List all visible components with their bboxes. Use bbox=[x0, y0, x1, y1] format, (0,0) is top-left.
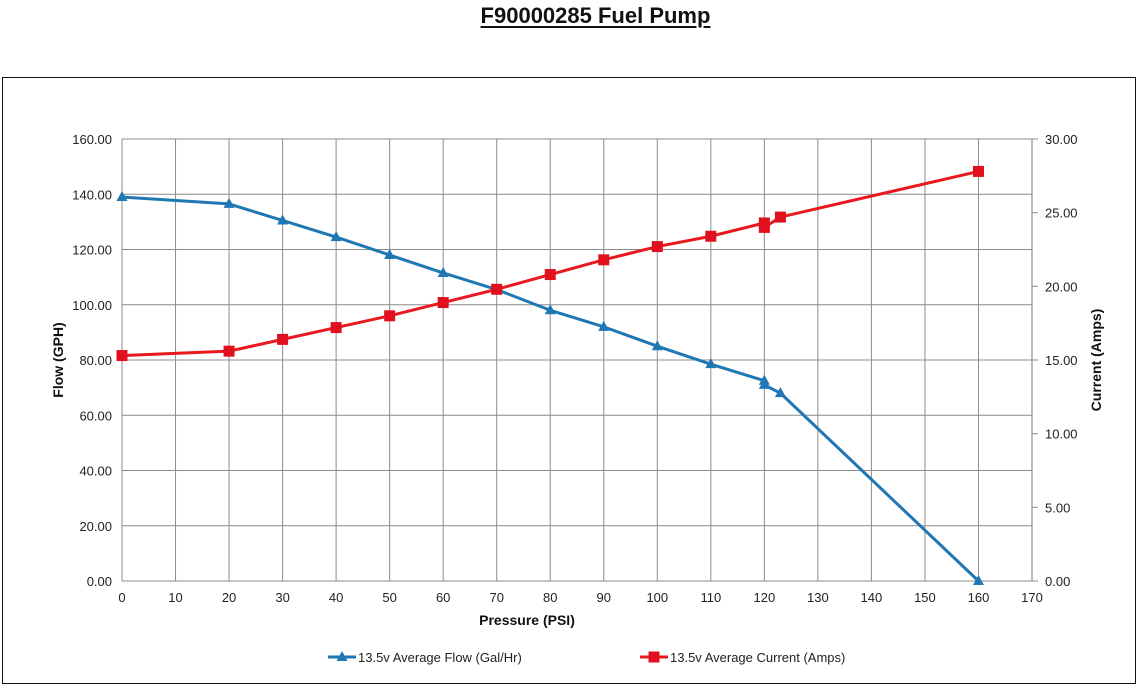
y-tick-label: 60.00 bbox=[79, 408, 112, 423]
legend-label: 13.5v Average Current (Amps) bbox=[670, 650, 845, 665]
square-marker-icon bbox=[384, 310, 396, 322]
square-marker-icon bbox=[774, 211, 786, 223]
triangle-marker-icon bbox=[651, 340, 663, 351]
triangle-marker-icon bbox=[972, 575, 984, 585]
triangle-marker-icon bbox=[277, 214, 289, 225]
y-axis-title: Flow (GPH) bbox=[50, 322, 66, 397]
y2-tick-label: 25.00 bbox=[1045, 206, 1078, 221]
square-marker-icon bbox=[437, 297, 449, 309]
x-tick-label: 40 bbox=[329, 590, 343, 605]
x-tick-label: 90 bbox=[597, 590, 611, 605]
y2-axis-title: Current (Amps) bbox=[1088, 309, 1104, 412]
triangle-marker-icon bbox=[774, 387, 786, 398]
chart-frame bbox=[2, 77, 1136, 684]
y-tick-label: 140.00 bbox=[72, 187, 112, 202]
y-tick-label: 20.00 bbox=[79, 519, 112, 534]
legend-label: 13.5v Average Flow (Gal/Hr) bbox=[358, 650, 522, 665]
legend-item-current: 13.5v Average Current (Amps) bbox=[640, 650, 845, 665]
triangle-marker-icon bbox=[598, 320, 610, 331]
x-tick-label: 30 bbox=[275, 590, 289, 605]
y2-tick-label: 20.00 bbox=[1045, 279, 1078, 294]
y-tick-label: 40.00 bbox=[79, 464, 112, 479]
x-tick-label: 160 bbox=[968, 590, 990, 605]
y-tick-label: 120.00 bbox=[72, 243, 112, 258]
chart-title: F90000285 Fuel Pump bbox=[480, 3, 711, 28]
x-tick-label: 120 bbox=[754, 590, 776, 605]
square-marker-icon bbox=[544, 269, 556, 281]
y-tick-label: 160.00 bbox=[72, 132, 112, 147]
square-marker-icon bbox=[277, 333, 289, 345]
x-axis-title: Pressure (PSI) bbox=[479, 612, 575, 628]
x-tick-label: 110 bbox=[700, 590, 721, 605]
x-tick-label: 10 bbox=[168, 590, 182, 605]
x-tick-label: 80 bbox=[543, 590, 557, 605]
square-marker-icon bbox=[491, 283, 503, 295]
triangle-marker-icon bbox=[330, 231, 342, 242]
y-tick-label: 80.00 bbox=[79, 353, 112, 368]
x-tick-label: 170 bbox=[1021, 590, 1043, 605]
x-tick-label: 100 bbox=[646, 590, 668, 605]
x-tick-label: 20 bbox=[222, 590, 236, 605]
triangle-marker-icon bbox=[758, 378, 770, 389]
x-tick-label: 50 bbox=[382, 590, 396, 605]
square-marker-icon bbox=[116, 350, 128, 362]
data-series bbox=[116, 165, 984, 585]
x-tick-label: 130 bbox=[807, 590, 829, 605]
square-marker-icon bbox=[705, 230, 717, 242]
triangle-marker-icon bbox=[384, 249, 396, 260]
current-series bbox=[116, 165, 984, 362]
y2-tick-label: 5.00 bbox=[1045, 500, 1070, 515]
y-tick-label: 0.00 bbox=[87, 574, 112, 589]
triangle-marker-icon bbox=[116, 191, 128, 202]
y2-tick-label: 15.00 bbox=[1045, 353, 1078, 368]
triangle-marker-icon bbox=[223, 197, 235, 208]
x-tick-label: 70 bbox=[489, 590, 503, 605]
x-tick-label: 150 bbox=[914, 590, 936, 605]
square-marker-icon bbox=[598, 254, 610, 266]
x-tick-label: 140 bbox=[861, 590, 883, 605]
triangle-marker-icon bbox=[544, 304, 556, 315]
y2-tick-label: 0.00 bbox=[1045, 574, 1070, 589]
square-marker-icon bbox=[330, 322, 342, 334]
square-marker-icon bbox=[651, 241, 663, 253]
x-tick-label: 0 bbox=[118, 590, 125, 605]
legend: 13.5v Average Flow (Gal/Hr) 13.5v Average… bbox=[328, 650, 845, 665]
y2-tick-label: 30.00 bbox=[1045, 132, 1078, 147]
triangle-marker-icon bbox=[705, 358, 717, 369]
square-marker-icon bbox=[972, 165, 984, 177]
square-marker-icon bbox=[223, 345, 235, 357]
x-tick-label: 60 bbox=[436, 590, 450, 605]
triangle-marker-icon bbox=[437, 266, 449, 277]
y-tick-label: 100.00 bbox=[72, 298, 112, 313]
y2-tick-label: 10.00 bbox=[1045, 427, 1078, 442]
legend-triangle-icon bbox=[336, 651, 348, 661]
square-marker-icon bbox=[758, 221, 770, 233]
axes: 0 10 20 30 40 50 60 70 80 90 100 110 120 130 140 150 160… bbox=[50, 132, 1104, 628]
legend-item-flow: 13.5v Average Flow (Gal/Hr) bbox=[328, 650, 522, 665]
legend-square-icon bbox=[648, 651, 660, 663]
gridlines bbox=[121, 138, 1033, 582]
